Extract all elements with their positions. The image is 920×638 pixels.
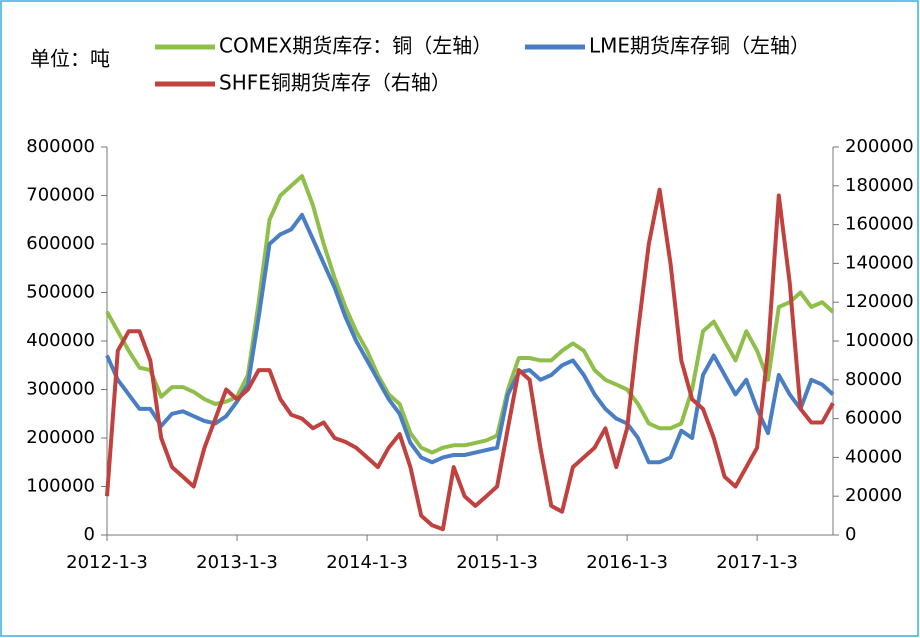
y-tick-label: 400000	[26, 330, 95, 351]
y2-tick-label: 0	[845, 524, 856, 545]
y2-tick-label: 80000	[845, 369, 902, 390]
x-tick-label: 2014-1-3	[326, 552, 408, 573]
y2-tick-label: 180000	[845, 175, 914, 196]
series-line	[105, 212, 835, 465]
series-line	[105, 174, 835, 455]
y2-tick-label: 40000	[845, 446, 902, 467]
y2-tick-label: 100000	[845, 330, 914, 351]
x-tick-label: 2013-1-3	[196, 552, 278, 573]
y2-tick-label: 20000	[845, 485, 902, 506]
y-tick-label: 800000	[26, 136, 95, 157]
y2-tick-label: 60000	[845, 408, 902, 429]
y2-tick-label: 120000	[845, 291, 914, 312]
legend: COMEX期货库存：铜（左轴） LME期货库存铜（左轴） SHFE铜期货库存（右轴）	[155, 34, 810, 95]
x-tick-label: 2015-1-3	[456, 552, 538, 573]
legend-label: COMEX期货库存：铜（左轴）	[219, 34, 492, 58]
x-tick-label: 2016-1-3	[586, 552, 668, 573]
y-tick-label: 100000	[26, 476, 95, 497]
unit-label: 单位：吨	[30, 47, 110, 71]
series-line	[105, 187, 835, 532]
x-tick-label: 2017-1-3	[716, 552, 798, 573]
y-tick-label: 600000	[26, 233, 95, 254]
x-tick-label: 2012-1-3	[66, 552, 148, 573]
y-tick-label: 300000	[26, 379, 95, 400]
legend-label: SHFE铜期货库存（右轴）	[219, 71, 451, 95]
y-tick-label: 200000	[26, 427, 95, 448]
y2-tick-label: 160000	[845, 214, 914, 235]
y2-tick-label: 200000	[845, 136, 914, 157]
y-tick-label: 500000	[26, 282, 95, 303]
y-tick-label: 700000	[26, 185, 95, 206]
legend-label: LME期货库存铜（左轴）	[589, 34, 810, 58]
y-tick-label: 0	[84, 524, 95, 545]
y2-tick-label: 140000	[845, 252, 914, 273]
